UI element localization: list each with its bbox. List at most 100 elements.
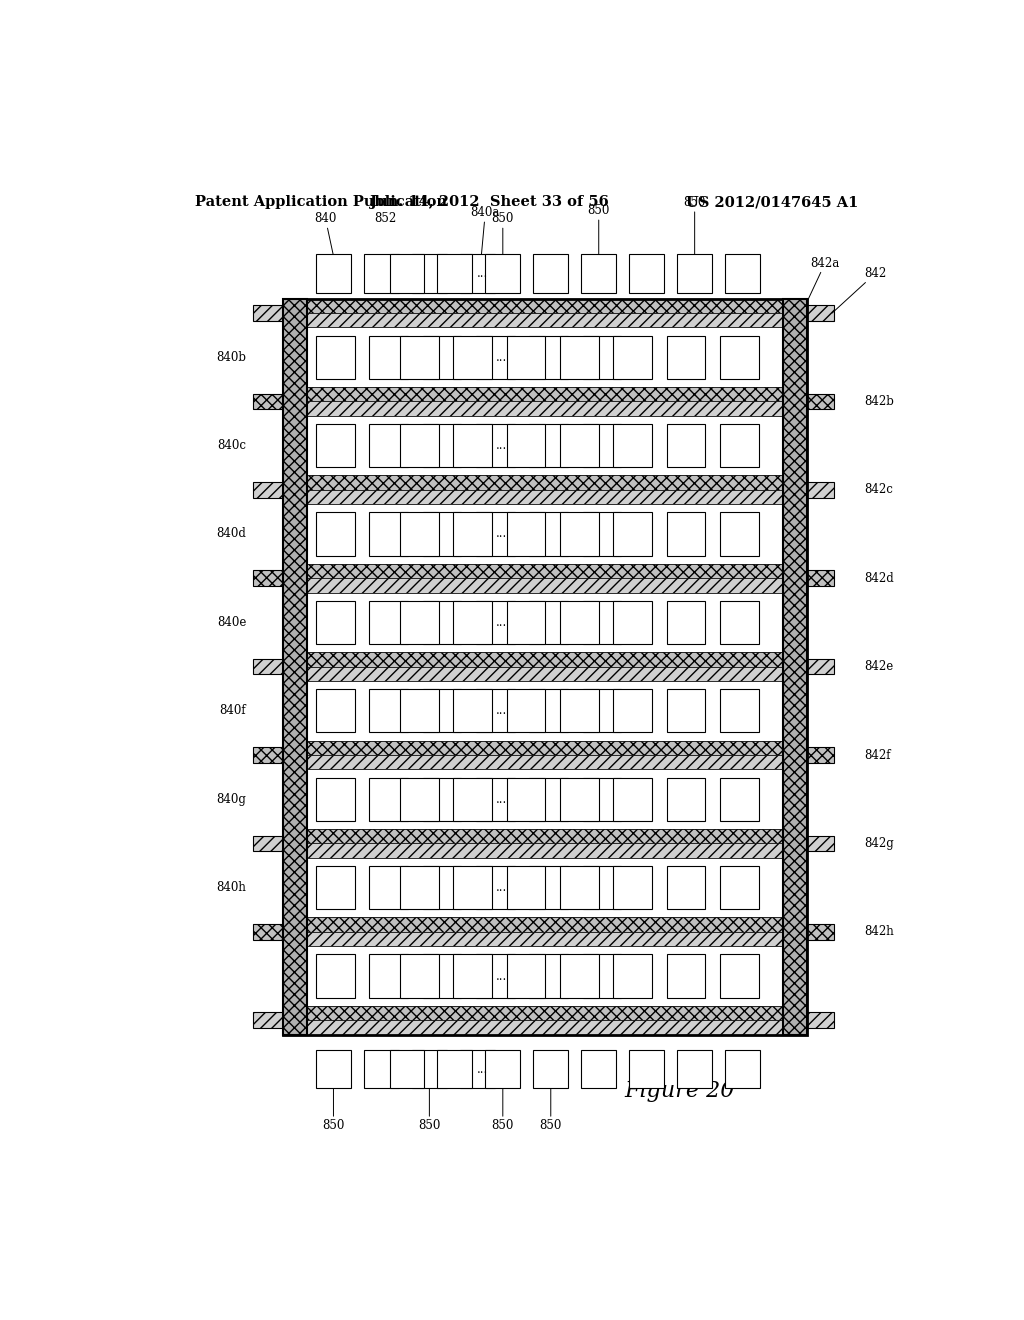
Bar	[807, 305, 834, 321]
Bar	[476, 512, 515, 556]
Bar	[560, 424, 599, 467]
Text: ...: ...	[497, 793, 508, 805]
Bar	[370, 335, 408, 379]
Bar	[306, 829, 782, 843]
Bar	[476, 601, 515, 644]
Text: 842e: 842e	[864, 660, 894, 673]
Bar	[807, 393, 834, 409]
Bar	[560, 512, 599, 556]
Text: 842g: 842g	[864, 837, 894, 850]
Bar	[253, 393, 283, 409]
Bar	[454, 777, 493, 821]
Text: ...: ...	[477, 1063, 488, 1076]
Bar	[365, 1049, 398, 1089]
Text: 850: 850	[683, 197, 706, 256]
Bar	[423, 954, 461, 998]
Bar	[507, 512, 546, 556]
Bar	[507, 954, 546, 998]
Bar	[423, 777, 461, 821]
Bar	[412, 253, 446, 293]
Bar	[582, 1049, 616, 1089]
Bar	[454, 689, 493, 733]
Bar	[667, 866, 706, 909]
Bar	[807, 747, 834, 763]
Bar	[306, 681, 782, 741]
Bar	[613, 424, 652, 467]
Bar	[370, 601, 408, 644]
Text: 840h: 840h	[216, 882, 246, 894]
Bar	[306, 578, 782, 593]
Bar	[306, 504, 782, 564]
Bar	[529, 424, 568, 467]
Bar	[316, 601, 354, 644]
Bar	[476, 954, 515, 998]
Bar	[725, 1049, 760, 1089]
Text: 842: 842	[833, 267, 887, 313]
Bar	[253, 836, 283, 851]
Text: ...: ...	[497, 440, 508, 451]
Bar	[485, 253, 520, 293]
Text: US 2012/0147645 A1: US 2012/0147645 A1	[686, 195, 858, 209]
Bar	[306, 932, 782, 946]
Bar	[306, 1006, 782, 1020]
Bar	[667, 335, 706, 379]
Bar	[316, 866, 354, 909]
Bar	[720, 512, 759, 556]
Bar	[306, 593, 782, 652]
Bar	[253, 747, 283, 763]
Bar	[316, 253, 351, 293]
Bar	[507, 424, 546, 467]
Text: 842b: 842b	[864, 395, 894, 408]
Bar	[370, 424, 408, 467]
Bar	[306, 667, 782, 681]
Bar	[507, 335, 546, 379]
Bar	[412, 1049, 446, 1089]
Bar	[370, 777, 408, 821]
Bar	[306, 313, 782, 327]
Bar	[613, 601, 652, 644]
Bar	[316, 777, 354, 821]
Bar	[400, 424, 439, 467]
Bar	[720, 424, 759, 467]
Bar	[560, 954, 599, 998]
Bar	[283, 298, 807, 1035]
Bar	[807, 836, 834, 851]
Bar	[316, 689, 354, 733]
Bar	[613, 689, 652, 733]
Bar	[507, 777, 546, 821]
Bar	[389, 253, 424, 293]
Bar	[529, 512, 568, 556]
Bar	[454, 954, 493, 998]
Bar	[560, 601, 599, 644]
Bar	[720, 689, 759, 733]
Text: 840b: 840b	[216, 351, 246, 364]
Bar	[316, 512, 354, 556]
Bar	[583, 424, 622, 467]
Text: 840c: 840c	[217, 440, 246, 451]
Bar	[720, 335, 759, 379]
Bar	[807, 659, 834, 675]
Bar	[476, 424, 515, 467]
Text: Figure 20: Figure 20	[625, 1081, 735, 1102]
Text: ...: ...	[477, 267, 488, 280]
Bar	[667, 954, 706, 998]
Bar	[365, 253, 398, 293]
Bar	[667, 777, 706, 821]
Bar	[613, 335, 652, 379]
Bar	[423, 866, 461, 909]
Bar	[529, 954, 568, 998]
Text: 850: 850	[492, 1089, 514, 1133]
Bar	[667, 424, 706, 467]
Bar	[560, 689, 599, 733]
Bar	[423, 601, 461, 644]
Text: ...: ...	[497, 705, 508, 717]
Bar	[370, 689, 408, 733]
Bar	[253, 570, 283, 586]
Bar	[460, 253, 495, 293]
Bar	[534, 1049, 568, 1089]
Bar	[306, 387, 782, 401]
Bar	[529, 335, 568, 379]
Bar	[370, 866, 408, 909]
Bar	[583, 335, 622, 379]
Bar	[476, 689, 515, 733]
